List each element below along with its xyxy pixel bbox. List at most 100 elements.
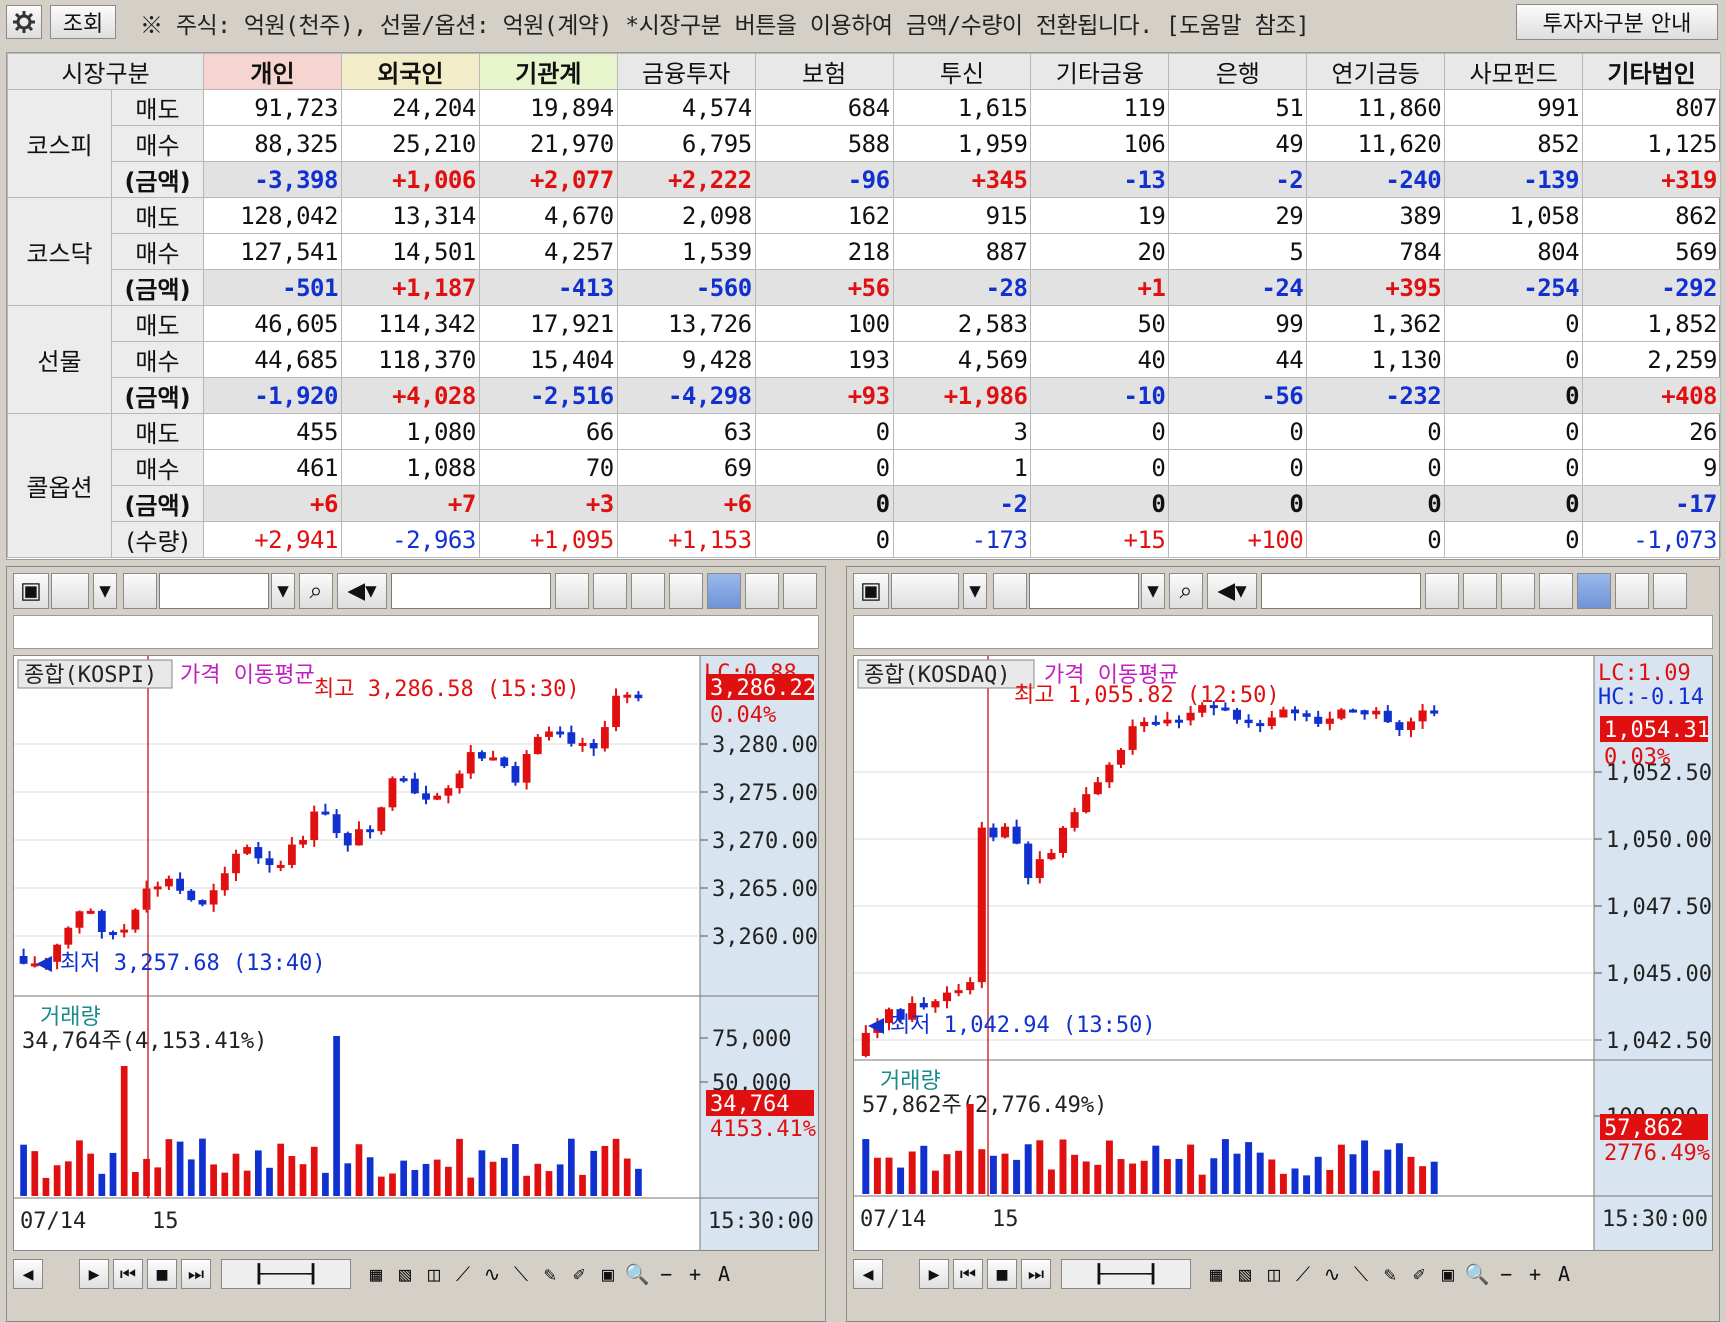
row-label: 매도 xyxy=(110,89,205,126)
period-tab[interactable] xyxy=(1463,573,1497,609)
stop-icon[interactable]: ■ xyxy=(987,1259,1017,1289)
chevron-down-icon[interactable]: ▾ xyxy=(93,573,117,609)
period-tab[interactable] xyxy=(1577,573,1611,609)
volume-tag-bg xyxy=(1600,1114,1708,1140)
prev-button[interactable] xyxy=(123,573,157,609)
candle xyxy=(30,963,39,967)
table-cell: 69 xyxy=(616,449,756,486)
quote-line xyxy=(13,615,819,649)
rewind-icon[interactable]: ⏮ xyxy=(953,1259,983,1289)
investor-flow-table-container: 시장구분 개인 외국인 기관계 금융투자 보험 투신 기타금융 은행 연기금등 사모펀드 기타법인 코… xyxy=(6,52,1721,560)
period-tab[interactable] xyxy=(707,573,741,609)
chart-area[interactable]: 1,052.50 1,050.00 1,047.50 1,045.00 1,042.50… xyxy=(853,655,1713,1251)
save-icon[interactable]: ▣ xyxy=(1441,1262,1455,1286)
chart-layout-icon[interactable]: ▣ xyxy=(853,573,889,609)
table-cell: 0 xyxy=(1030,485,1170,522)
candle xyxy=(232,853,240,874)
scroll-right-icon[interactable]: ▶ xyxy=(919,1259,949,1289)
candle xyxy=(142,888,151,910)
zoom-icon[interactable]: 🔍 xyxy=(624,1262,650,1286)
gear-icon[interactable] xyxy=(6,5,42,39)
candle xyxy=(455,773,464,789)
plus-icon[interactable]: + xyxy=(688,1262,702,1286)
chart-window-icon[interactable]: ▧ xyxy=(1238,1262,1252,1286)
volume-bar xyxy=(1210,1158,1218,1194)
period-tab[interactable] xyxy=(1615,573,1649,609)
candle xyxy=(1302,713,1311,717)
quote-line xyxy=(853,615,1713,649)
scroll-left-icon[interactable]: ◀ xyxy=(853,1259,883,1289)
chart-area[interactable]: 3,280.00 3,275.00 3,270.00 3,265.00 3,260.00… xyxy=(13,655,819,1251)
period-tab[interactable] xyxy=(1501,573,1535,609)
speaker-icon[interactable]: ◀▾ xyxy=(1207,573,1257,609)
table-cell: 0 xyxy=(1444,485,1584,522)
scroll-left-icon[interactable]: ◀ xyxy=(13,1259,43,1289)
row-label: 매수 xyxy=(110,341,205,378)
chevron-down-icon[interactable]: ▾ xyxy=(963,573,987,609)
search-icon[interactable]: ⌕ xyxy=(299,573,333,609)
trendline-icon[interactable]: ⟋ xyxy=(1296,1262,1310,1286)
code-input[interactable] xyxy=(159,573,269,609)
chart-draw-icon[interactable]: ◫ xyxy=(1267,1262,1281,1286)
minus-icon[interactable]: − xyxy=(659,1262,673,1286)
period-tab[interactable] xyxy=(555,573,589,609)
investor-guide-button[interactable]: 투자자구분 안내 xyxy=(1516,4,1718,40)
table-cell: 1,362 xyxy=(1306,305,1446,342)
pen-icon[interactable]: ✎ xyxy=(543,1262,557,1286)
chevron-down-icon[interactable]: ▾ xyxy=(271,573,295,609)
fast-forward-icon[interactable]: ⏭ xyxy=(1021,1259,1051,1289)
code-input[interactable] xyxy=(1029,573,1139,609)
table-cell: +1,986 xyxy=(892,377,1032,414)
table-row: 콜옵션 매도 455 1,080 66 63 0 3 0 0 0 0 26 xyxy=(7,413,1721,558)
zoom-slider[interactable]: ┠────┨ xyxy=(1061,1259,1191,1289)
text-icon[interactable]: A xyxy=(717,1262,731,1286)
period-tab[interactable] xyxy=(745,573,779,609)
candle xyxy=(1244,719,1253,724)
chart-grid-icon[interactable]: ▦ xyxy=(369,1262,383,1286)
period-tab[interactable] xyxy=(1653,573,1687,609)
chart-draw-icon[interactable]: ◫ xyxy=(427,1262,441,1286)
brush-icon[interactable]: ✐ xyxy=(1412,1262,1426,1286)
period-tab[interactable] xyxy=(783,573,817,609)
period-tab[interactable] xyxy=(669,573,703,609)
wave-icon[interactable]: ∿ xyxy=(1323,1262,1341,1286)
plus-icon[interactable]: + xyxy=(1528,1262,1542,1286)
table-cell: 4,257 xyxy=(478,233,618,270)
volume-bar xyxy=(931,1170,939,1194)
table-cell: +345 xyxy=(892,161,1032,198)
chevron-down-icon[interactable]: ▾ xyxy=(1141,573,1165,609)
table-cell: 46,605 xyxy=(203,305,342,342)
volume-bar xyxy=(31,1151,39,1196)
category-select[interactable] xyxy=(51,573,89,609)
chart-grid-icon[interactable]: ▦ xyxy=(1209,1262,1223,1286)
rewind-icon[interactable]: ⏮ xyxy=(113,1259,143,1289)
lookup-button[interactable]: 조회 xyxy=(50,5,116,39)
y-tick-label: 3,275.00 xyxy=(712,781,818,806)
chart-layout-icon[interactable]: ▣ xyxy=(13,573,49,609)
period-tab[interactable] xyxy=(1539,573,1573,609)
period-tab[interactable] xyxy=(631,573,665,609)
speaker-icon[interactable]: ◀▾ xyxy=(337,573,387,609)
fast-forward-icon[interactable]: ⏭ xyxy=(181,1259,211,1289)
zoom-slider[interactable]: ┠────┨ xyxy=(221,1259,351,1289)
trendline-icon[interactable]: ⟋ xyxy=(456,1262,470,1286)
prev-button[interactable] xyxy=(993,573,1027,609)
scroll-right-icon[interactable]: ▶ xyxy=(79,1259,109,1289)
brush-icon[interactable]: ✐ xyxy=(572,1262,586,1286)
chart-window-icon[interactable]: ▧ xyxy=(398,1262,412,1286)
table-cell: 0 xyxy=(754,413,894,450)
table-row: (수량) +2,941 -2,963 +1,095 +1,153 0 -173 +15 +100… xyxy=(8,521,1721,558)
period-tab[interactable] xyxy=(1425,573,1459,609)
line-icon[interactable]: ⟍ xyxy=(514,1262,528,1286)
wave-icon[interactable]: ∿ xyxy=(483,1262,501,1286)
line-icon[interactable]: ⟍ xyxy=(1354,1262,1368,1286)
save-icon[interactable]: ▣ xyxy=(601,1262,615,1286)
zoom-icon[interactable]: 🔍 xyxy=(1464,1262,1490,1286)
text-icon[interactable]: A xyxy=(1557,1262,1571,1286)
stop-icon[interactable]: ■ xyxy=(147,1259,177,1289)
pen-icon[interactable]: ✎ xyxy=(1383,1262,1397,1286)
minus-icon[interactable]: − xyxy=(1499,1262,1513,1286)
period-tab[interactable] xyxy=(593,573,627,609)
search-icon[interactable]: ⌕ xyxy=(1169,573,1203,609)
category-select[interactable] xyxy=(891,573,959,609)
